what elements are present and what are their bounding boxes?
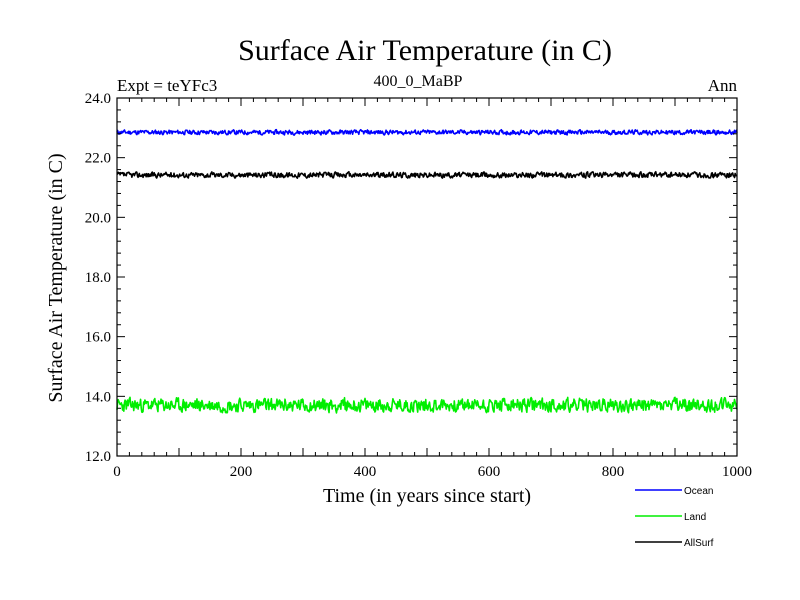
y-tick-label: 22.0 bbox=[85, 151, 111, 167]
y-tick-label: 16.0 bbox=[85, 330, 111, 346]
legend: Ocean Land AllSurf bbox=[635, 486, 714, 549]
axis-layer: 0 200 400 600 800 1000 12.0 14.0 16.0 18.0 20.0 22.… bbox=[85, 91, 752, 480]
x-tick-label: 800 bbox=[602, 464, 625, 480]
x-tick-label: 0 bbox=[113, 464, 121, 480]
series-line-allsurf bbox=[116, 170, 738, 179]
season-label: Ann bbox=[708, 76, 738, 95]
legend-label-land: Land bbox=[684, 512, 706, 523]
series-layer bbox=[116, 128, 738, 414]
x-tick-label: 600 bbox=[478, 464, 501, 480]
legend-label-ocean: Ocean bbox=[684, 486, 713, 497]
y-tick-label: 24.0 bbox=[85, 91, 111, 107]
x-tick-label: 1000 bbox=[722, 464, 752, 480]
y-axis-label: Surface Air Temperature (in C) bbox=[45, 153, 67, 402]
y-tick-label: 20.0 bbox=[85, 210, 111, 226]
y-tick-label: 12.0 bbox=[85, 449, 111, 465]
x-axis-label: Time (in years since start) bbox=[323, 485, 531, 507]
experiment-label: Expt = teYFc3 bbox=[117, 76, 217, 95]
y-tick-label: 14.0 bbox=[85, 389, 111, 405]
chart-title: Surface Air Temperature (in C) bbox=[238, 34, 612, 67]
x-tick-label: 400 bbox=[354, 464, 377, 480]
period-label: 400_0_MaBP bbox=[374, 73, 463, 90]
series-line-ocean bbox=[116, 128, 738, 136]
y-tick-label: 18.0 bbox=[85, 270, 111, 286]
x-tick-label: 200 bbox=[230, 464, 253, 480]
series-line-land bbox=[116, 396, 738, 414]
legend-label-allsurf: AllSurf bbox=[684, 538, 714, 549]
